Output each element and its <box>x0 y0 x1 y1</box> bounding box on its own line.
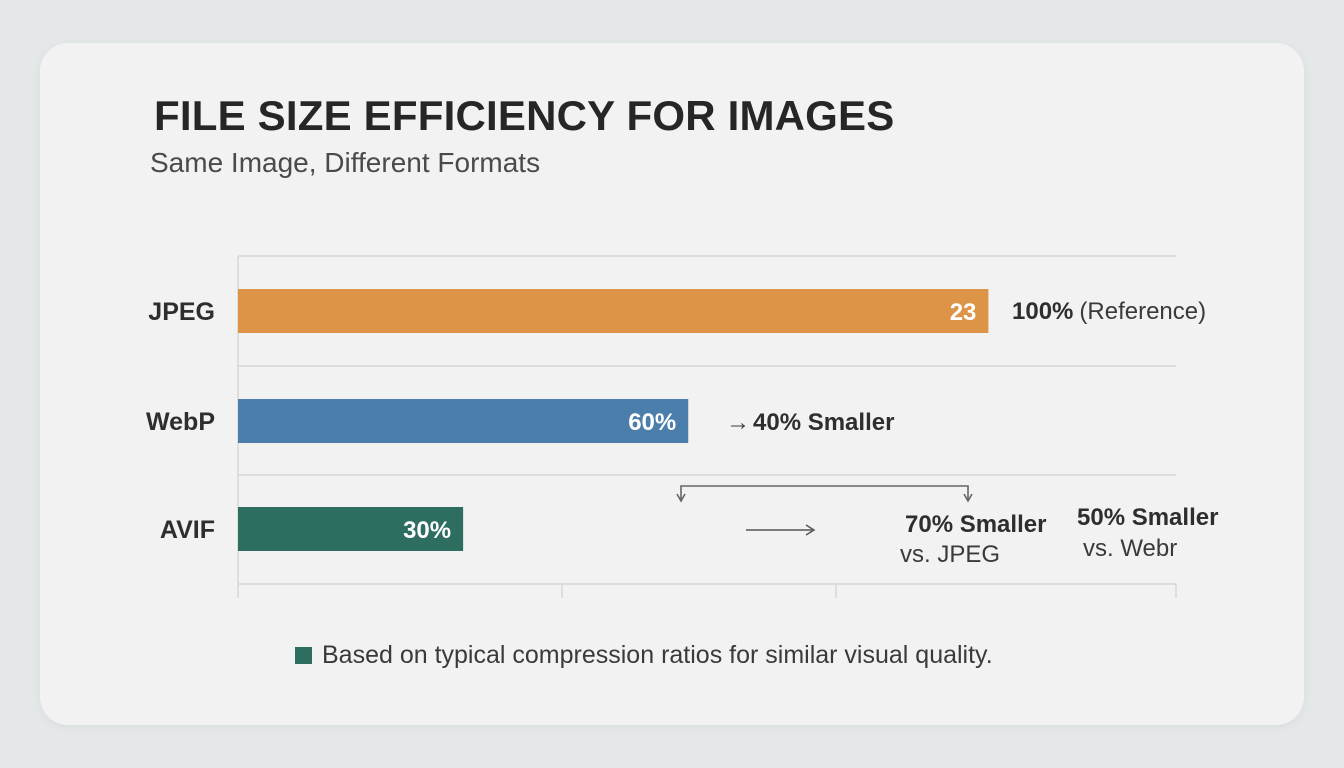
bracket-arrow-left <box>676 493 686 503</box>
avif-arrow-head <box>805 524 816 536</box>
avif-vs-webp-label: vs. Webr <box>1083 535 1177 562</box>
bracket-arrow-right <box>963 493 973 503</box>
bar-jpeg <box>238 289 989 333</box>
category-label-jpeg: JPEG <box>148 298 215 326</box>
bar-label-jpeg: 23 <box>950 299 977 326</box>
bar-label-avif: 30% <box>403 517 451 544</box>
footnote: Based on typical compression ratios for … <box>295 641 993 670</box>
jpeg-annotation-percent: 100% <box>1012 298 1073 325</box>
webp-annotation: 40% Smaller <box>753 409 894 436</box>
bracket-connector <box>680 485 969 500</box>
category-label-avif: AVIF <box>160 516 215 544</box>
bar-label-webp: 60% <box>628 409 676 436</box>
bar-avif <box>238 507 464 551</box>
webp-arrow: → <box>726 409 750 436</box>
bars: 23 60% 30% <box>238 289 989 551</box>
avif-vs-jpeg-percent: 70% Smaller <box>905 511 1046 538</box>
bar-webp <box>238 399 689 443</box>
chart-subtitle: Same Image, Different Formats <box>150 147 541 178</box>
jpeg-annotation-reference: (Reference) <box>1079 298 1206 325</box>
avif-vs-webp-percent: 50% Smaller <box>1077 504 1218 531</box>
avif-vs-jpeg-label: vs. JPEG <box>900 541 1000 568</box>
chart-card <box>40 43 1304 725</box>
category-label-webp: WebP <box>146 408 215 436</box>
jpeg-annotation: 100% (Reference) <box>1012 298 1206 325</box>
legend-swatch <box>295 647 312 664</box>
footnote-text: Based on typical compression ratios for … <box>322 641 993 669</box>
annotations: 100% (Reference) → 40% Smaller 70% Smalle… <box>676 298 1218 568</box>
category-labels: JPEG WebP AVIF <box>146 298 215 544</box>
chart-title: FILE SIZE EFFICIENCY FOR IMAGES <box>154 92 895 139</box>
